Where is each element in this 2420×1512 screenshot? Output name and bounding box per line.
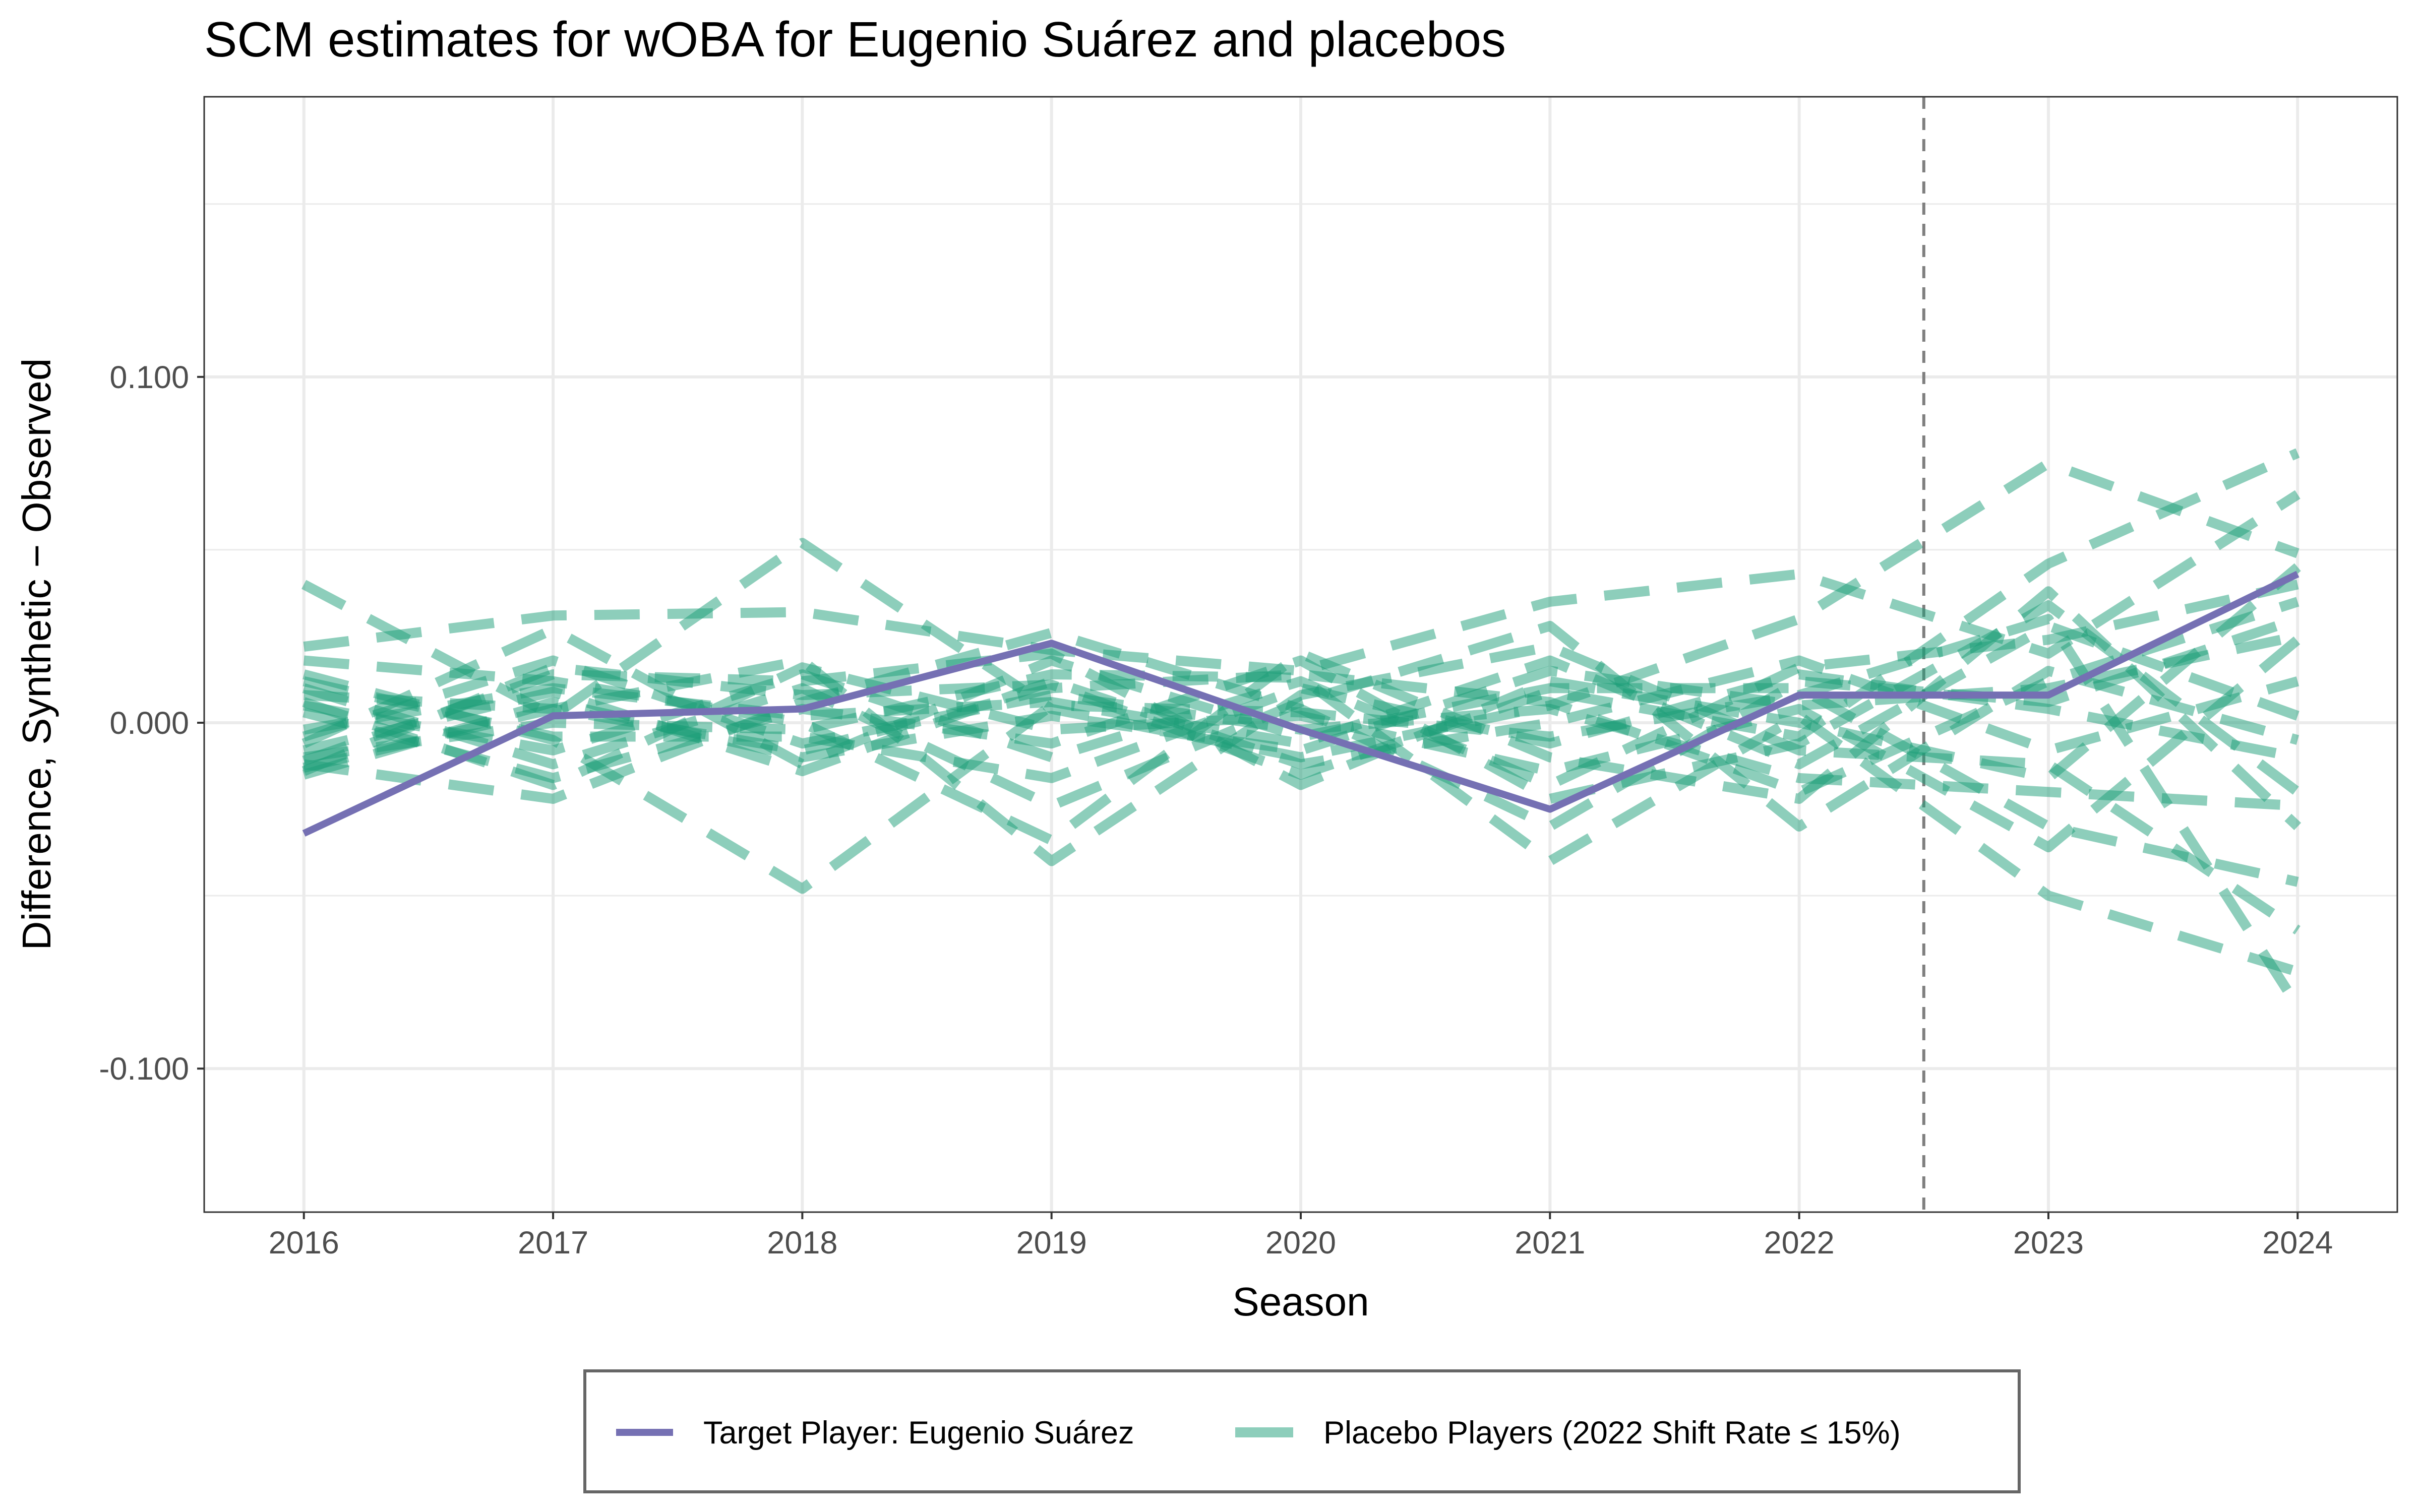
y-axis-title: Difference, Synthetic − Observed xyxy=(14,358,59,951)
placebo-series-line xyxy=(302,600,2301,804)
placebo-series-line xyxy=(302,563,2301,790)
placebo-series-line xyxy=(302,636,2301,853)
chart-title: SCM estimates for wOBA for Eugenio Suáre… xyxy=(204,12,1506,67)
x-axis: 2016 2017 2018 2019 2020 2021 2022 2023 2024 xyxy=(269,1212,2333,1261)
placebo-series-line xyxy=(301,624,2299,887)
x-axis-title: Season xyxy=(1232,1279,1369,1324)
x-tick-label: 2020 xyxy=(1265,1225,1336,1261)
target-series-line xyxy=(302,571,2300,837)
placebo-series-line xyxy=(301,448,2300,780)
y-tick-label: 0.100 xyxy=(109,360,189,395)
placebo-series-line xyxy=(302,597,2300,797)
placebo-series-line xyxy=(303,490,2301,676)
placebo-series-line xyxy=(301,458,2300,763)
x-tick-label: 2021 xyxy=(1515,1225,1585,1261)
legend-box xyxy=(583,1369,2021,1493)
legend-label-placebo: Placebo Players (2022 Shift Rate ≤ 15%) xyxy=(1323,1415,1901,1451)
x-tick-label: 2023 xyxy=(2013,1225,2084,1261)
x-tick-label: 2022 xyxy=(1764,1225,1835,1261)
placebo-series-line xyxy=(302,579,2299,790)
placebo-series-line xyxy=(302,655,2299,777)
x-tick-label: 2018 xyxy=(767,1225,837,1261)
placebo-series-line xyxy=(303,669,2300,977)
placebo-series-line xyxy=(303,620,2300,770)
x-tick-label: 2017 xyxy=(518,1225,588,1261)
target-series-layer xyxy=(302,571,2300,837)
legend-label-target: Target Player: Eugenio Suárez xyxy=(703,1415,1134,1451)
x-tick-label: 2024 xyxy=(2262,1225,2333,1261)
legend: Target Player: Eugenio Suárez Placebo Pl… xyxy=(583,1369,2021,1493)
x-tick-label: 2019 xyxy=(1016,1225,1087,1261)
y-tick-label: 0.000 xyxy=(109,706,189,741)
x-tick-label: 2016 xyxy=(269,1225,339,1261)
y-axis: -0.100 0.000 0.100 xyxy=(99,360,204,1087)
y-tick-label: -0.100 xyxy=(99,1051,189,1087)
